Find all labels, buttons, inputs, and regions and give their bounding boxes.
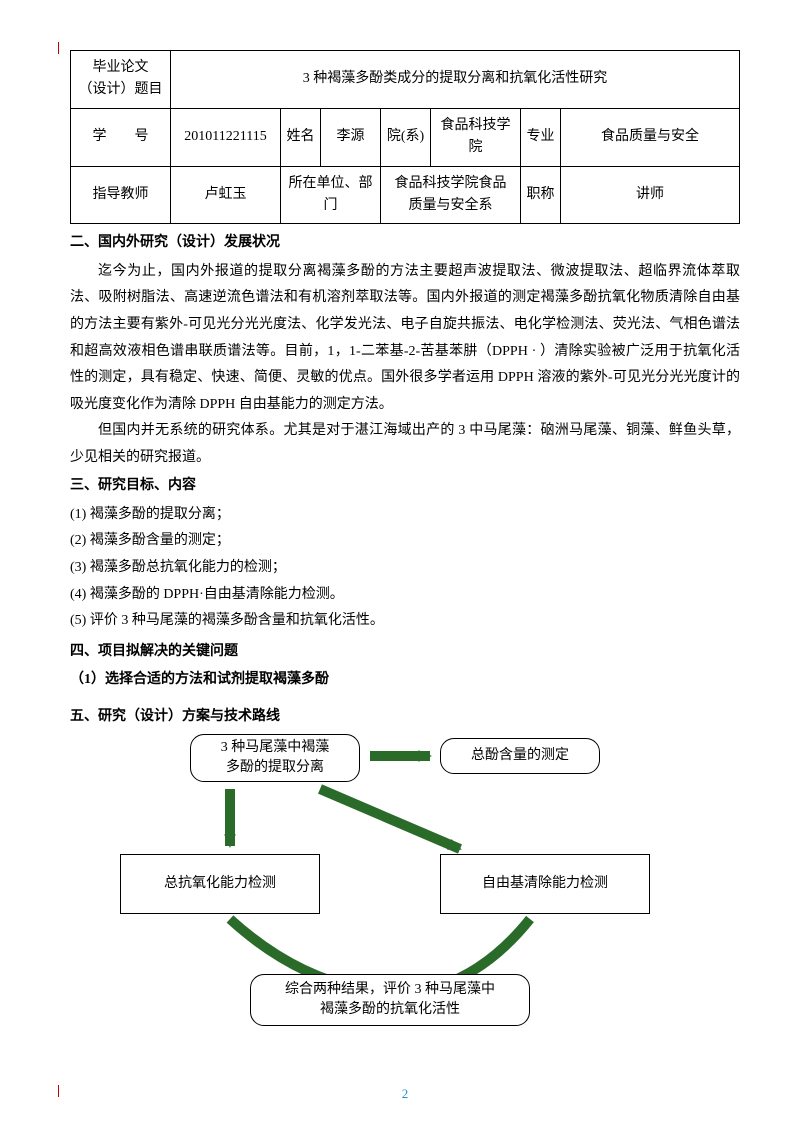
unit-label: 所在单位、部门 <box>281 166 381 224</box>
sec3-item: (3) 褐藻多酚总抗氧化能力的检测； <box>70 555 740 582</box>
sec3-list: (1) 褐藻多酚的提取分离； (2) 褐藻多酚含量的测定； (3) 褐藻多酚总抗… <box>70 502 740 635</box>
sec4-sub1: （1）选择合适的方法和试剂提取褐藻多酚 <box>70 669 740 691</box>
thesis-title: 3 种褐藻多酚类成分的提取分离和抗氧化活性研究 <box>171 51 740 109</box>
flow-node-evaluate: 综合两种结果，评价 3 种马尾藻中 褐藻多酚的抗氧化活性 <box>250 974 530 1026</box>
major-val: 食品质量与安全 <box>561 108 740 166</box>
major-label: 专业 <box>521 108 561 166</box>
sec4-title: 四、项目拟解决的关键问题 <box>70 641 740 663</box>
flowchart: 3 种马尾藻中褐藻 多酚的提取分离 总酚含量的测定 总抗氧化能力检测 自由基清除… <box>80 734 720 1054</box>
info-table: 毕业论文 （设计）题目 3 种褐藻多酚类成分的提取分离和抗氧化活性研究 学 号 … <box>70 50 740 224</box>
name-label: 姓名 <box>281 108 321 166</box>
stuno-label: 学 号 <box>71 108 171 166</box>
advisor-label: 指导教师 <box>71 166 171 224</box>
dept-val: 食品科技学 院 <box>431 108 521 166</box>
sec5-title: 五、研究（设计）方案与技术路线 <box>70 706 740 728</box>
thesis-label: 毕业论文 （设计）题目 <box>71 51 171 109</box>
sec2-title: 二、国内外研究（设计）发展状况 <box>70 232 740 254</box>
unit-val: 食品科技学院食品 质量与安全系 <box>381 166 521 224</box>
sec2-p2: 但国内并无系统的研究体系。尤其是对于湛江海域出产的 3 中马尾藻：硇洲马尾藻、铜… <box>70 418 740 471</box>
flow-node-antiox: 总抗氧化能力检测 <box>120 854 320 914</box>
sec3-item: (1) 褐藻多酚的提取分离； <box>70 502 740 529</box>
stuno-val: 201011221115 <box>171 108 281 166</box>
advisor-val: 卢虹玉 <box>171 166 281 224</box>
sec3-title: 三、研究目标、内容 <box>70 475 740 497</box>
sec3-item: (5) 评价 3 种马尾藻的褐藻多酚含量和抗氧化活性。 <box>70 608 740 635</box>
page-number: 2 <box>70 1084 740 1105</box>
sec2-p1: 迄今为止，国内外报道的提取分离褐藻多酚的方法主要超声波提取法、微波提取法、超临界… <box>70 259 740 419</box>
flow-node-extract: 3 种马尾藻中褐藻 多酚的提取分离 <box>190 734 360 782</box>
dept-label: 院(系) <box>381 108 431 166</box>
title-label: 职称 <box>521 166 561 224</box>
sec3-item: (2) 褐藻多酚含量的测定； <box>70 528 740 555</box>
name-val: 李源 <box>321 108 381 166</box>
flow-node-radical: 自由基清除能力检测 <box>440 854 650 914</box>
title-val: 讲师 <box>561 166 740 224</box>
sec3-item: (4) 褐藻多酚的 DPPH·自由基清除能力检测。 <box>70 582 740 609</box>
flow-node-total: 总酚含量的测定 <box>440 738 600 774</box>
